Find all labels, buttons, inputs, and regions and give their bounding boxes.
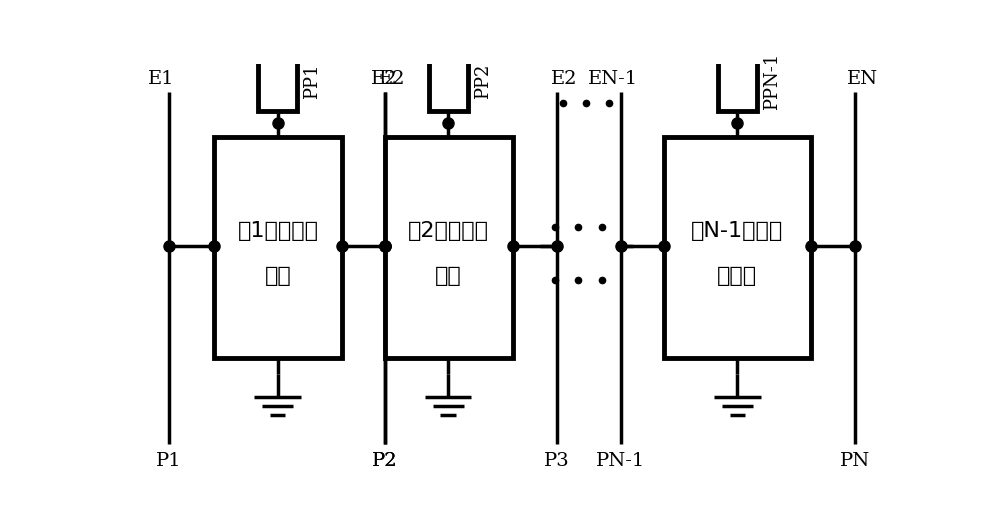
Text: EN: EN: [847, 70, 878, 88]
Text: P1: P1: [156, 452, 182, 470]
Bar: [385, 138, 512, 358]
Text: EN-1: EN-1: [588, 70, 638, 88]
Bar: [664, 138, 811, 358]
Text: PP2: PP2: [474, 63, 492, 99]
Text: E1: E1: [148, 70, 175, 88]
Text: E2: E2: [551, 70, 578, 88]
Text: 单元: 单元: [435, 267, 462, 286]
Bar: [214, 138, 342, 358]
Bar: [258, 52, 297, 111]
Text: 第2个可调谐: 第2个可调谐: [408, 221, 489, 242]
Text: P2: P2: [372, 452, 397, 470]
Text: 第N-1个可调: 第N-1个可调: [691, 221, 783, 242]
Text: 谐单元: 谐单元: [717, 267, 757, 286]
Text: PN: PN: [840, 452, 870, 470]
Bar: [429, 52, 468, 111]
Text: 单元: 单元: [265, 267, 291, 286]
Text: E2: E2: [379, 70, 406, 88]
Text: P2: P2: [372, 452, 397, 470]
Bar: [718, 52, 757, 111]
Text: 第1个可调谐: 第1个可调谐: [238, 221, 319, 242]
Text: PPN-1: PPN-1: [763, 53, 781, 110]
Text: E2: E2: [371, 70, 398, 88]
Text: PN-1: PN-1: [596, 452, 646, 470]
Text: P3: P3: [544, 452, 570, 470]
Text: PP1: PP1: [303, 63, 321, 99]
